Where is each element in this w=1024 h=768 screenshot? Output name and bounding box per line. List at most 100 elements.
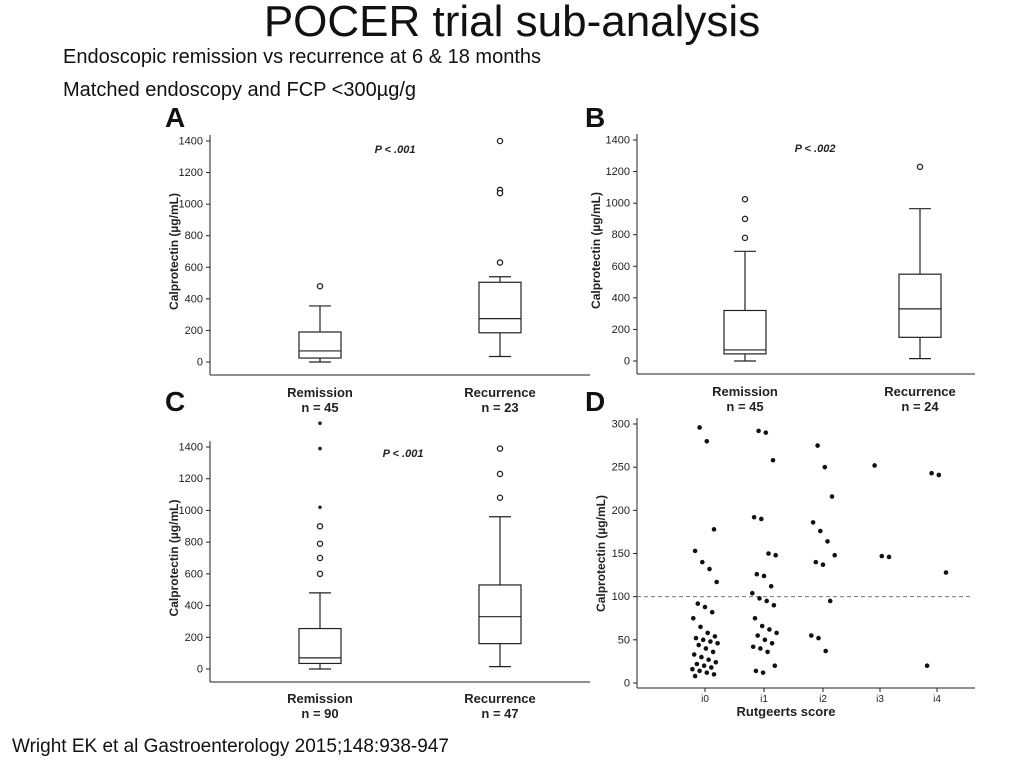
- panel-d-letter: D: [585, 386, 606, 417]
- panel-c-remission-outlier-point: [316, 554, 324, 562]
- panel-d-data-point: [701, 663, 707, 669]
- panel-d-data-point: [709, 665, 714, 670]
- panel-d-data-point: [774, 630, 779, 636]
- panel-d-y-tick-label: 50: [618, 634, 630, 646]
- panel-d-data-point: [711, 672, 717, 677]
- panel-c-recurrence-outlier-point: [496, 470, 504, 478]
- panel-d-data-point: [767, 627, 772, 632]
- panel-b-remission-outlier-point: [741, 234, 749, 242]
- panel-d-data-point: [761, 573, 767, 579]
- panel-d-data-point: [822, 464, 828, 470]
- panel-a-y-tick-label: 800: [185, 230, 203, 242]
- panel-d-data-point: [712, 634, 718, 639]
- panel-d-data-point: [810, 520, 816, 525]
- panel-d-data-point: [692, 548, 698, 554]
- panel-d-data-point: [770, 457, 776, 463]
- panel-d-data-point: [766, 551, 771, 556]
- panel-d-y-tick-label: 200: [612, 505, 630, 517]
- panel-c-recurrence-outlier-point: [496, 445, 504, 452]
- panel-c-y-tick-label: 1200: [179, 473, 203, 485]
- panel-a-recurrence-outlier-point: [496, 189, 504, 197]
- panel-d-data-point: [691, 652, 697, 657]
- panel-a-letter: A: [165, 102, 186, 133]
- panel-d-y-axis-label: Calprotectin (µg/mL): [594, 495, 608, 612]
- panel-a-recurrence-outlier-point: [496, 259, 504, 266]
- panel-d-data-point: [696, 642, 701, 648]
- panel-c-y-tick-label: 600: [185, 568, 203, 580]
- panel-d-data-point: [829, 494, 835, 499]
- panel-d-data-point: [813, 559, 819, 565]
- panel-c-recurrence-outlier-point: [496, 494, 504, 501]
- panel-d-data-point: [750, 644, 756, 650]
- panel-a-p-value: P < .001: [375, 144, 416, 156]
- panel-d-data-point: [825, 539, 830, 544]
- panel-b-remission-outlier-point: [741, 215, 749, 223]
- panel-b-recurrence-box: [898, 273, 942, 338]
- citation: Wright EK et al Gastroenterology 2015;14…: [12, 736, 449, 757]
- panel-d-data-point: [832, 552, 837, 558]
- panel-d-data-point: [707, 566, 712, 572]
- panel-c-recurrence-label: Recurrence: [464, 691, 536, 706]
- panel-a-y-tick-label: 1400: [179, 136, 203, 148]
- slide-title: POCER trial sub-analysis: [263, 0, 761, 46]
- panel-d-data-point: [760, 670, 766, 675]
- panel-d-data-point: [758, 646, 763, 651]
- panel-c-recurrence-n-label: n = 47: [481, 706, 518, 721]
- slide-subtitle-2: Matched endoscopy and FCP <300µg/g: [63, 79, 417, 101]
- panel-d-data-point: [756, 428, 761, 434]
- panel-c-recurrence-box: [478, 584, 522, 645]
- panel-d-data-point: [886, 554, 892, 560]
- panel-b-y-tick-label: 1000: [606, 198, 630, 210]
- panel-c-remission-extreme-point: [318, 505, 322, 510]
- panel-d-data-point: [697, 425, 702, 430]
- panel-d-y-tick-label: 150: [612, 548, 630, 560]
- panel-a-remission-n-label: n = 45: [301, 400, 338, 415]
- panel-d-data-point: [698, 624, 703, 630]
- panel-d-data-point: [769, 640, 775, 646]
- panel-c-y-tick-label: 800: [185, 537, 203, 549]
- panel-d-data-point: [713, 659, 719, 665]
- panel-d-x-tick-label: i3: [876, 694, 884, 705]
- panel-d-data-point: [691, 615, 696, 621]
- panel-b-remission-n-label: n = 45: [726, 399, 763, 414]
- panel-d-x-tick-label: i1: [760, 694, 768, 705]
- panel-c-y-tick-label: 400: [185, 600, 203, 612]
- panel-d-data-point: [706, 657, 711, 662]
- panel-d-data-point: [768, 584, 774, 589]
- panel-c-y-tick-label: 200: [185, 632, 203, 644]
- panel-d-data-point: [690, 666, 695, 672]
- panel-d-data-point: [750, 590, 755, 596]
- panel-c-y-tick-label: 1400: [179, 442, 203, 454]
- panel-d-data-point: [764, 598, 769, 604]
- panel-c-p-value: P < .001: [383, 448, 424, 460]
- panel-d-data-point: [753, 668, 759, 674]
- panel-d-data-point: [703, 646, 709, 651]
- panel-b-remission-label: Remission: [712, 384, 778, 399]
- panel-d-x-axis-label: Rutgeerts score: [737, 704, 836, 719]
- panel-b-y-tick-label: 1200: [606, 166, 630, 178]
- panel-d-data-point: [714, 579, 719, 585]
- panel-b-y-tick-label: 400: [612, 292, 630, 304]
- panel-b-recurrence-n-label: n = 24: [901, 399, 939, 414]
- panel-d-data-point: [818, 528, 823, 534]
- panel-b-recurrence-outlier-point: [916, 163, 924, 171]
- panel-b-y-tick-label: 600: [612, 261, 630, 273]
- panel-d-y-tick-label: 0: [624, 678, 630, 690]
- panel-d-data-point: [762, 637, 768, 643]
- panel-d-data-point: [757, 596, 762, 601]
- panel-c-remission-outlier-point: [316, 523, 324, 530]
- panel-d-data-point: [827, 598, 833, 604]
- panel-d-data-point: [823, 648, 828, 654]
- panel-d-y-tick-label: 250: [612, 462, 630, 474]
- panel-d-data-point: [693, 635, 699, 641]
- panel-d-data-point: [700, 559, 705, 565]
- panel-d-data-point: [943, 570, 949, 575]
- panel-d-data-point: [705, 630, 710, 636]
- panel-a-y-tick-label: 1000: [179, 199, 203, 211]
- panel-d-data-point: [773, 552, 778, 558]
- panel-a-y-tick-label: 1200: [179, 167, 203, 179]
- panel-b-y-tick-label: 0: [624, 356, 630, 368]
- panel-d-data-point: [694, 661, 700, 667]
- panel-d-data-point: [771, 603, 777, 608]
